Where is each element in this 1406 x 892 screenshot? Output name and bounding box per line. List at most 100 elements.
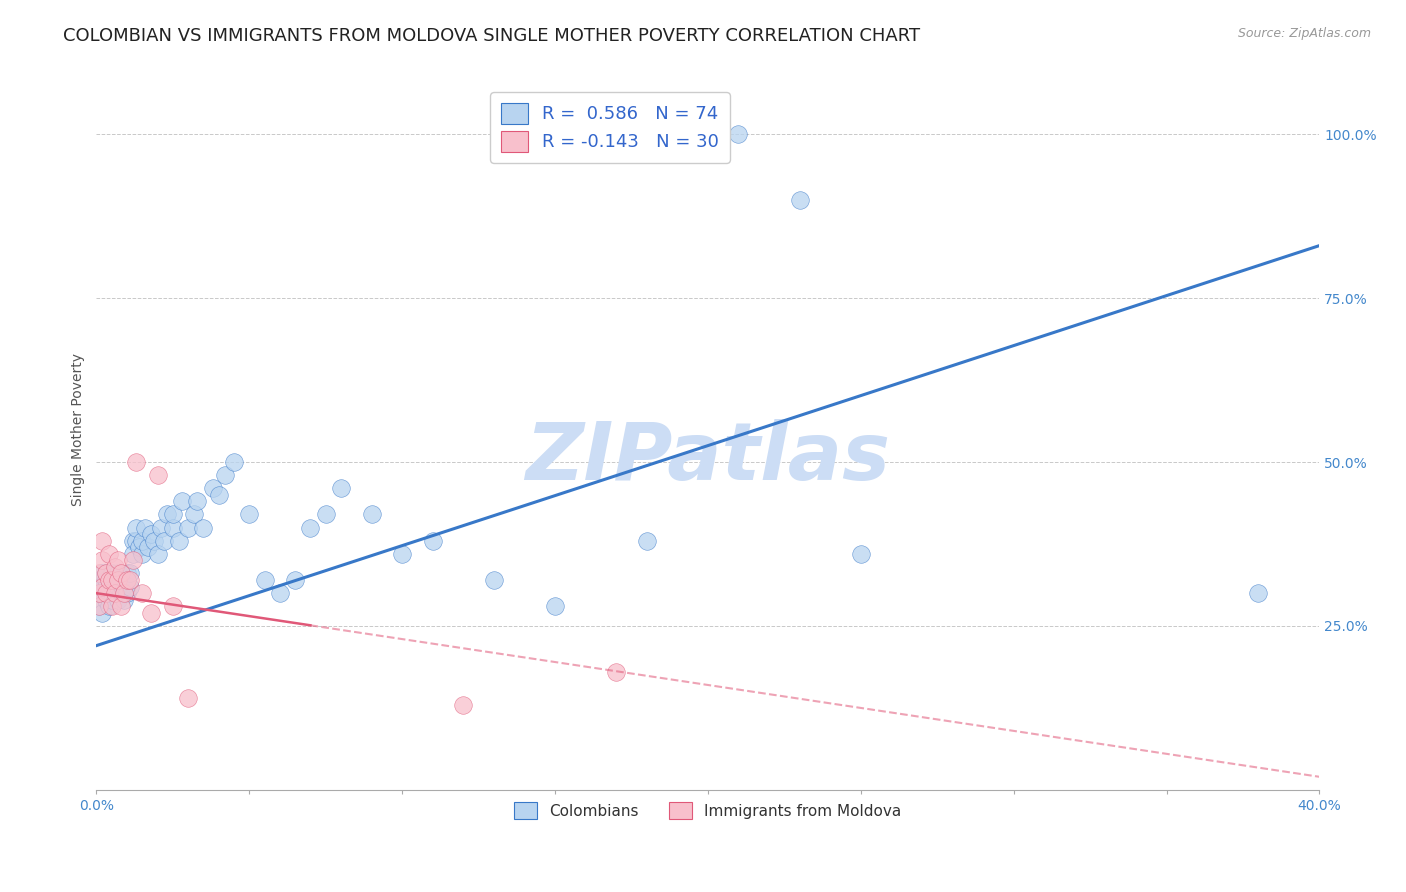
Point [143, 533, 166, 548]
Point [177, 520, 200, 534]
Point [125, 455, 148, 469]
Y-axis label: Single Mother Poverty: Single Mother Poverty [72, 352, 86, 506]
Point [115, 586, 138, 600]
Point [141, 527, 163, 541]
Point [107, 592, 129, 607]
Point [94, 592, 117, 607]
Point [544, 599, 567, 614]
Point [605, 665, 627, 679]
Point [849, 547, 872, 561]
Text: COLOMBIAN VS IMMIGRANTS FROM MOLDOVA SINGLE MOTHER POVERTY CORRELATION CHART: COLOMBIAN VS IMMIGRANTS FROM MOLDOVA SIN… [63, 27, 921, 45]
Point [118, 573, 141, 587]
Point [156, 508, 179, 522]
Point [115, 573, 138, 587]
Point [91, 606, 114, 620]
Point [136, 541, 159, 555]
Point [107, 553, 129, 567]
Point [284, 573, 307, 587]
Point [104, 573, 127, 587]
Point [91, 586, 114, 600]
Legend: Colombians, Immigrants from Moldova: Colombians, Immigrants from Moldova [508, 796, 908, 826]
Point [253, 573, 276, 587]
Point [727, 127, 749, 141]
Point [146, 547, 169, 561]
Point [170, 494, 193, 508]
Point [422, 533, 444, 548]
Point [238, 508, 260, 522]
Point [636, 533, 658, 548]
Point [1247, 586, 1270, 600]
Point [269, 586, 291, 600]
Point [97, 547, 120, 561]
Text: Source: ZipAtlas.com: Source: ZipAtlas.com [1237, 27, 1371, 40]
Point [125, 520, 148, 534]
Point [94, 580, 117, 594]
Point [149, 520, 172, 534]
Point [107, 566, 129, 581]
Point [94, 566, 117, 581]
Text: ZIPatlas: ZIPatlas [526, 419, 890, 497]
Point [100, 573, 122, 587]
Point [91, 580, 114, 594]
Point [222, 455, 245, 469]
Point [122, 547, 145, 561]
Point [89, 573, 111, 587]
Point [97, 586, 120, 600]
Point [391, 547, 413, 561]
Point [131, 547, 153, 561]
Point [122, 533, 145, 548]
Point [183, 508, 205, 522]
Point [97, 573, 120, 587]
Point [208, 488, 231, 502]
Point [91, 553, 114, 567]
Point [104, 586, 127, 600]
Point [177, 691, 200, 706]
Point [104, 586, 127, 600]
Point [125, 533, 148, 548]
Point [94, 566, 117, 581]
Point [134, 520, 156, 534]
Point [453, 698, 475, 712]
Point [89, 566, 111, 581]
Point [167, 533, 190, 548]
Point [112, 592, 135, 607]
Point [94, 573, 117, 587]
Point [100, 599, 122, 614]
Point [100, 592, 122, 607]
Point [214, 468, 236, 483]
Point [162, 508, 184, 522]
Point [91, 533, 114, 548]
Point [89, 586, 111, 600]
Point [89, 586, 111, 600]
Point [110, 573, 132, 587]
Point [115, 566, 138, 581]
Point [107, 573, 129, 587]
Point [162, 520, 184, 534]
Point [315, 508, 337, 522]
Point [131, 586, 153, 600]
Point [104, 560, 127, 574]
Point [128, 541, 150, 555]
Point [131, 533, 153, 548]
Point [122, 553, 145, 567]
Point [299, 520, 322, 534]
Point [152, 533, 174, 548]
Point [146, 468, 169, 483]
Point [789, 193, 811, 207]
Point [100, 566, 122, 581]
Point [89, 599, 111, 614]
Point [330, 481, 353, 495]
Point [186, 494, 208, 508]
Point [97, 573, 120, 587]
Point [112, 580, 135, 594]
Point [118, 566, 141, 581]
Point [110, 566, 132, 581]
Point [360, 508, 382, 522]
Point [193, 520, 215, 534]
Point [97, 599, 120, 614]
Point [94, 586, 117, 600]
Point [107, 580, 129, 594]
Point [112, 586, 135, 600]
Point [118, 580, 141, 594]
Point [89, 599, 111, 614]
